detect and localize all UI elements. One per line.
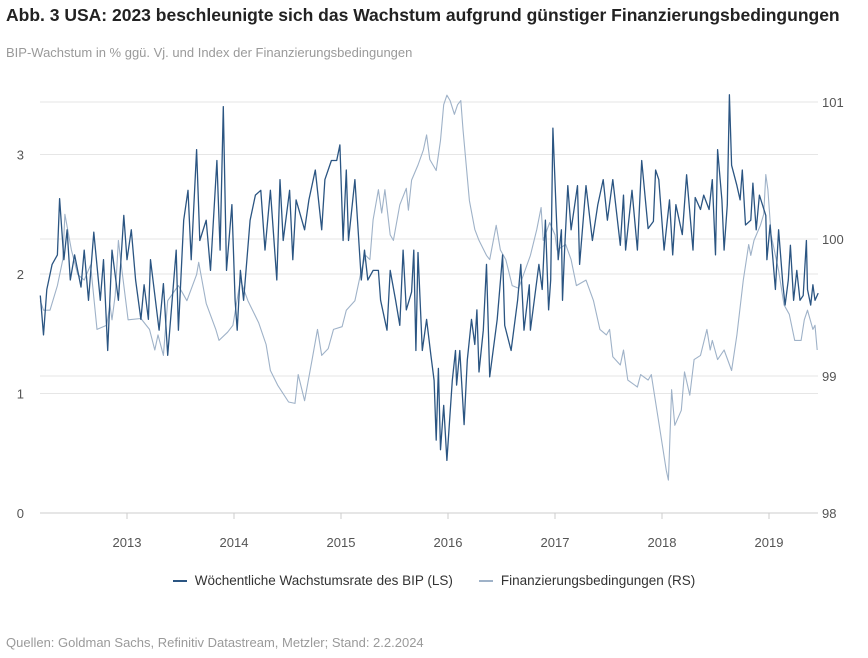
y-right-tick-label: 101 bbox=[822, 95, 844, 110]
x-tick-label: 2014 bbox=[220, 535, 249, 550]
x-tick-label: 2018 bbox=[648, 535, 677, 550]
x-tick-label: 2013 bbox=[113, 535, 142, 550]
chart: 0 1 2 3 98 99 100 101 2013 2014 2015 2016 2017 2018 20… bbox=[17, 94, 844, 550]
y-left-tick-label: 2 bbox=[17, 267, 24, 282]
x-tick-label: 2019 bbox=[755, 535, 784, 550]
source-note: Quellen: Goldman Sachs, Refinitiv Datast… bbox=[6, 635, 424, 650]
y-right-tick-label: 100 bbox=[822, 232, 844, 247]
chart-subtitle: BIP-Wachstum in % ggü. Vj. und Index der… bbox=[6, 45, 413, 60]
legend-item-gdp[interactable]: Wöchentliche Wachstumsrate des BIP (LS) bbox=[172, 573, 453, 588]
series-line-gdp-growth bbox=[39, 94, 819, 462]
legend-label-financing: Finanzierungsbedingungen (RS) bbox=[500, 573, 696, 588]
legend-label-gdp: Wöchentliche Wachstumsrate des BIP (LS) bbox=[194, 573, 453, 588]
chart-title: Abb. 3 USA: 2023 beschleunigte sich das … bbox=[6, 5, 840, 25]
y-right-tick-label: 98 bbox=[822, 506, 836, 521]
x-tick-label: 2015 bbox=[327, 535, 356, 550]
legend-swatch-financing bbox=[478, 579, 493, 582]
y-right-tick-label: 99 bbox=[822, 369, 836, 384]
x-tick-label: 2017 bbox=[541, 535, 570, 550]
series-line-financing-conditions bbox=[39, 94, 818, 481]
x-tick-label: 2016 bbox=[434, 535, 463, 550]
legend-item-financing[interactable]: Finanzierungsbedingungen (RS) bbox=[478, 573, 696, 588]
y-left-tick-label: 3 bbox=[17, 148, 24, 163]
legend: Wöchentliche Wachstumsrate des BIP (LS) … bbox=[0, 573, 868, 588]
legend-swatch-gdp bbox=[172, 579, 187, 582]
y-left-tick-label: 1 bbox=[17, 387, 24, 402]
y-left-tick-label: 0 bbox=[17, 506, 24, 521]
